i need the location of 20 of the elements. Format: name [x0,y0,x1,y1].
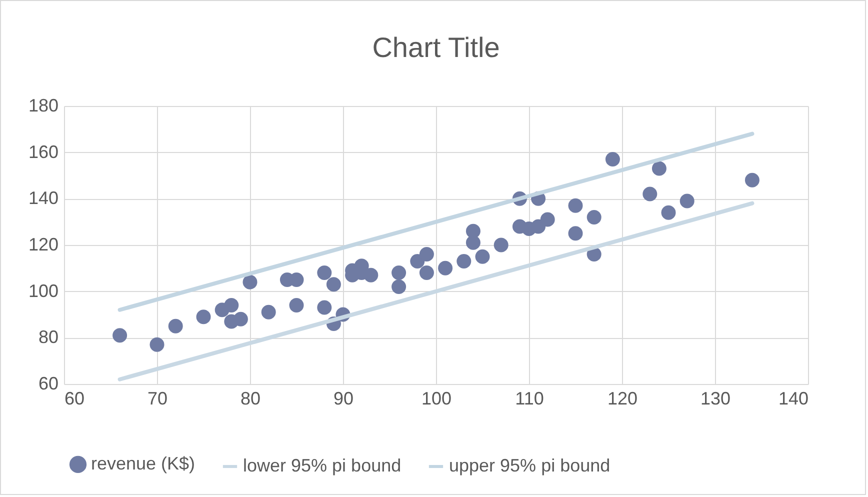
x-tick-label: 80 [240,388,261,408]
y-tick-label: 180 [28,96,58,116]
y-tick-label: 160 [28,142,58,162]
x-tick-label: 140 [778,388,808,408]
x-tick-label: 110 [515,388,544,408]
legend-label: upper 95% pi bound [449,456,610,476]
legend-label: revenue (K$) [91,453,196,474]
x-tick-label: 90 [333,388,354,408]
x-tick-label: 100 [421,388,452,408]
y-tick-label: 120 [28,234,58,254]
y-tick-label: 60 [38,374,58,394]
x-tick-label: 70 [147,388,168,408]
x-tick-label: 60 [64,388,85,408]
chart-title: Chart Title [372,32,500,63]
y-tick-label: 100 [28,280,58,301]
legend-label: lower 95% pi bound [243,456,402,476]
y-tick-label: 80 [38,327,58,348]
y-tick-label: 140 [28,188,58,208]
x-tick-label: 130 [700,388,731,408]
x-tick-label: 120 [607,388,638,408]
